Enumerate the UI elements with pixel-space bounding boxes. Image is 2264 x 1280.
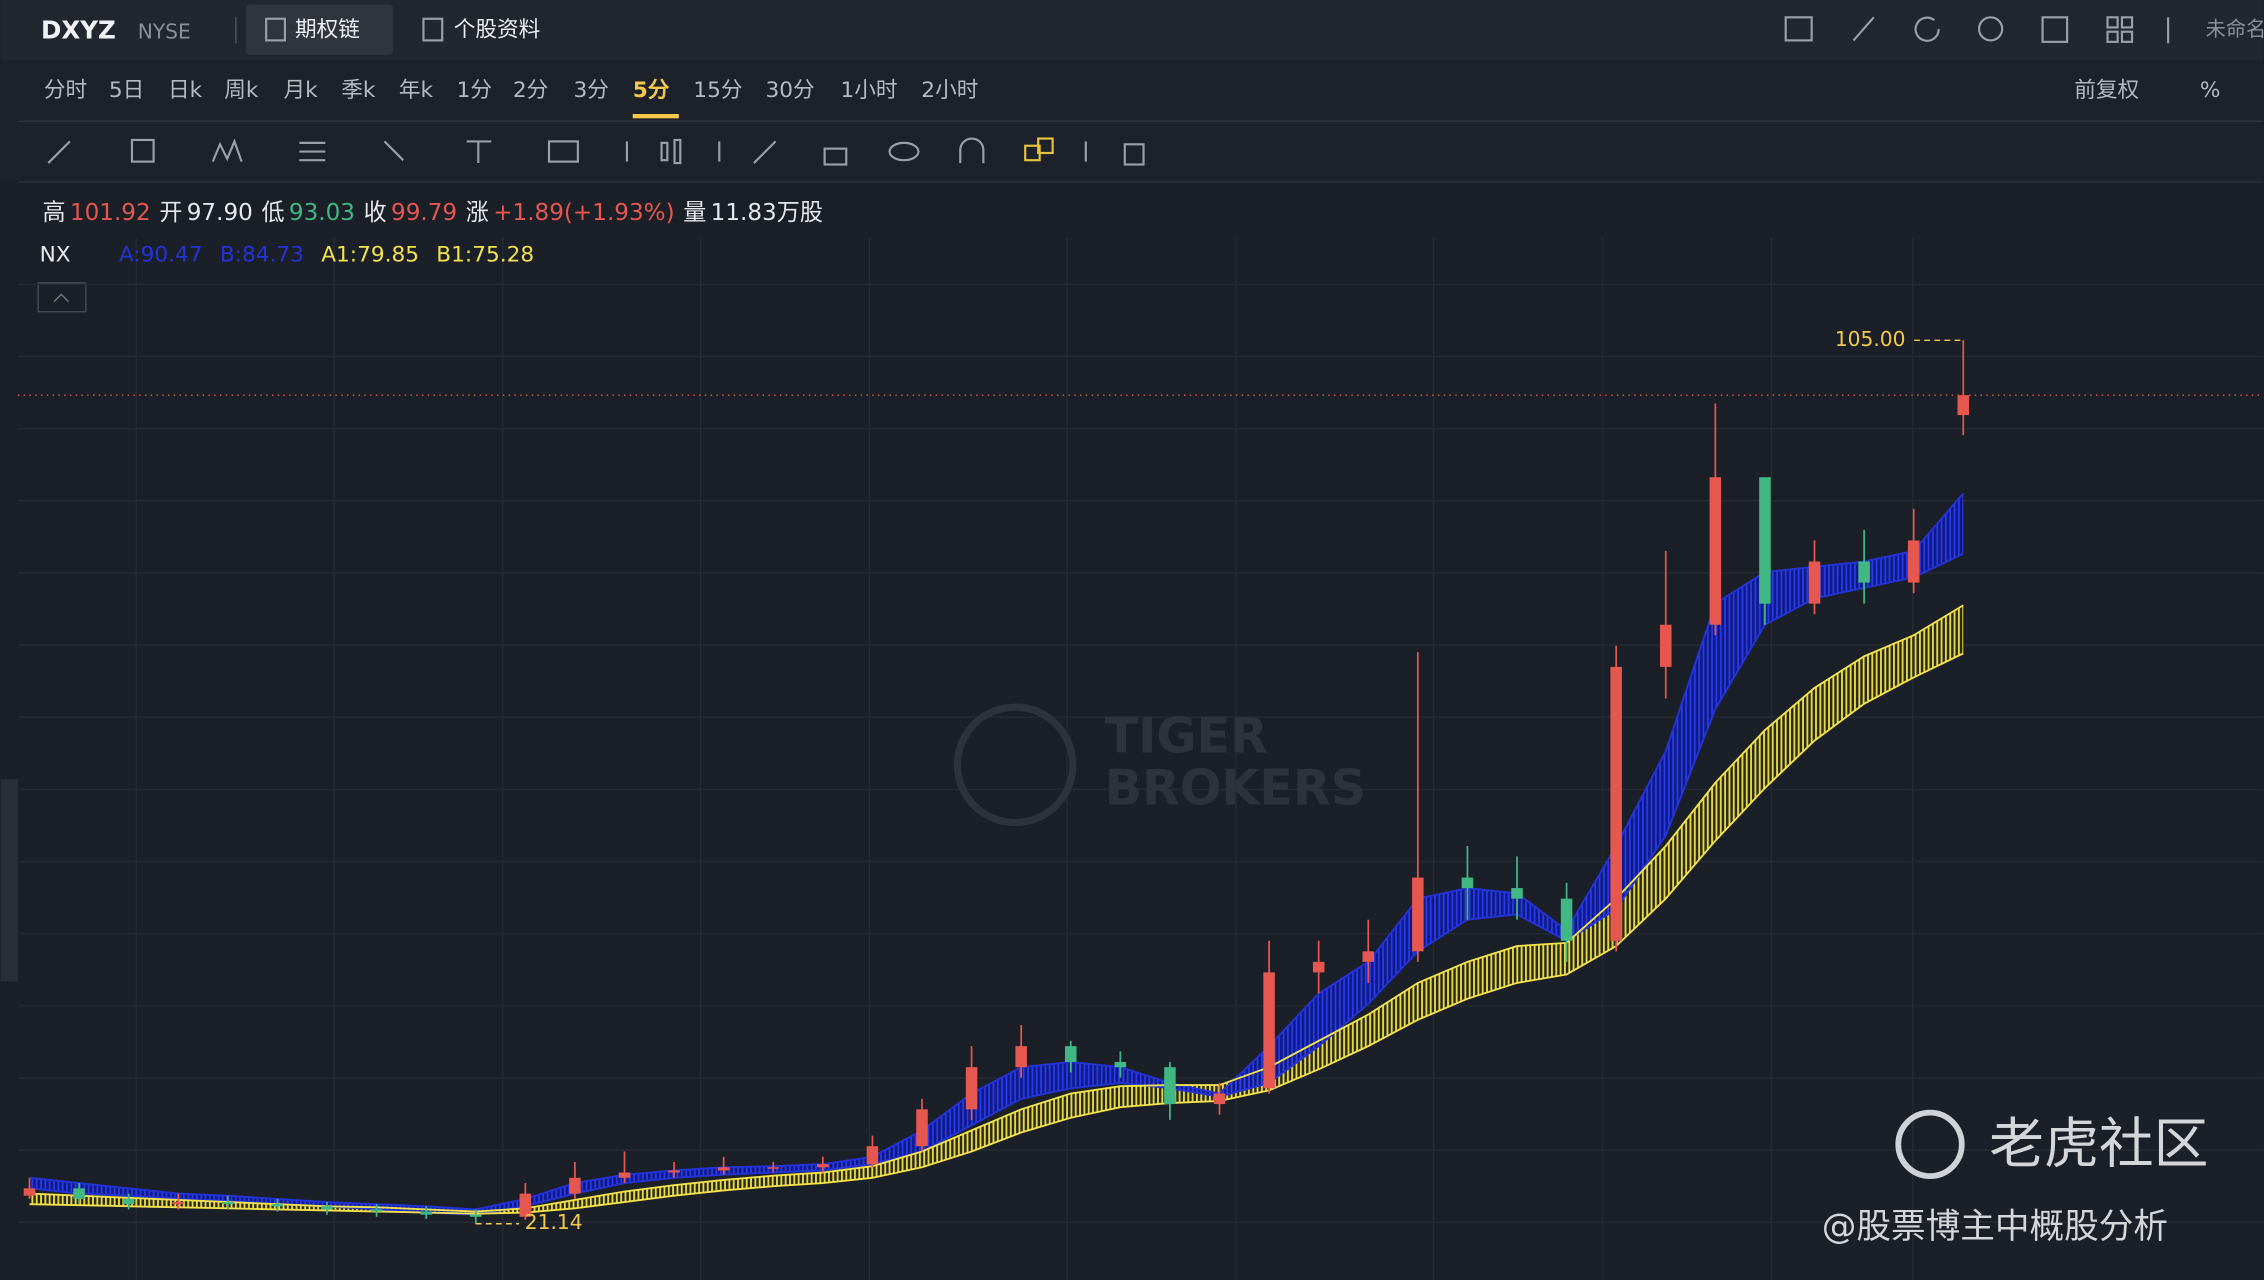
period-tab[interactable]: 2小时: [921, 78, 978, 103]
band-line: [29, 652, 1964, 1215]
percent[interactable]: %: [2200, 78, 2221, 103]
candle-body: [1412, 877, 1424, 952]
period-tab[interactable]: 15分: [693, 78, 742, 103]
band-line: [29, 604, 1964, 1213]
brand-watermark-text: TIGER: [1105, 706, 1268, 764]
period-tab[interactable]: 1小时: [841, 78, 898, 103]
quote-label: 低: [261, 200, 284, 226]
period-tab[interactable]: 年k: [399, 78, 434, 103]
period-tab[interactable]: 季k: [341, 78, 376, 103]
candle-body: [866, 1146, 879, 1165]
candle-body: [172, 1202, 185, 1205]
period-tab[interactable]: 1分: [457, 78, 492, 103]
candle-body: [222, 1202, 234, 1205]
candle-body: [1610, 666, 1622, 941]
candle-body: [519, 1193, 532, 1217]
candle-body: [1709, 477, 1722, 625]
quote-label: 收: [364, 200, 387, 226]
candle-body: [668, 1170, 680, 1173]
quote-value: 99.79: [391, 200, 457, 226]
min-label: 21.14: [525, 1210, 583, 1234]
period-tab[interactable]: 30分: [765, 78, 814, 103]
side-handle[interactable]: [0, 779, 18, 982]
candle-body: [321, 1206, 333, 1210]
period-tab[interactable]: 日k: [168, 78, 203, 103]
collapse-icon: [53, 293, 69, 303]
indicator-name[interactable]: NX: [40, 242, 71, 267]
collapse-button[interactable]: [37, 282, 87, 313]
quote-label: 涨: [466, 200, 489, 226]
candle-body: [1213, 1093, 1226, 1105]
quote-value: 101.92: [70, 200, 151, 226]
candle-body: [469, 1214, 482, 1217]
candle-body: [916, 1109, 928, 1147]
candle-body: [1114, 1061, 1127, 1068]
exchange: NYSE: [138, 20, 191, 44]
quote-value: 93.03: [289, 200, 355, 226]
indicator-value: A:90.47: [119, 242, 203, 267]
candle-body: [1362, 951, 1375, 962]
candle-body: [817, 1164, 829, 1168]
period-tab[interactable]: 2分: [513, 78, 548, 103]
candle-body: [122, 1198, 135, 1205]
adjust[interactable]: 前复权: [2074, 78, 2139, 103]
candle-body: [271, 1204, 284, 1207]
tab[interactable]: 个股资料: [454, 17, 541, 42]
workspace[interactable]: 未命名: [2206, 17, 2264, 41]
tab[interactable]: 期权链: [295, 17, 360, 42]
candle-body: [1560, 898, 1573, 941]
indicator-value: B1:75.28: [436, 242, 534, 267]
band-line: [29, 492, 1964, 1211]
candle-body: [569, 1177, 581, 1194]
candle-body: [420, 1211, 432, 1215]
period-tab[interactable]: 5分: [633, 78, 670, 103]
candle-body: [1164, 1067, 1176, 1105]
quote-value: +1.89(+1.93%): [493, 200, 674, 226]
toolbar-icons[interactable]: [47, 16, 2170, 166]
period-tab[interactable]: 3分: [574, 78, 609, 103]
candle-body: [1511, 888, 1523, 899]
candle-body: [1808, 561, 1821, 604]
community-logo: [1895, 1109, 1965, 1179]
candle-body: [1858, 561, 1870, 583]
candle-body: [1659, 624, 1672, 667]
quote-value: 11.83万股: [711, 200, 823, 226]
indicator-value: B:84.73: [220, 242, 304, 267]
candle-body: [1064, 1046, 1077, 1062]
quote-value: 97.90: [187, 200, 253, 226]
candle-body: [1907, 540, 1920, 583]
ticker: DXYZ: [41, 16, 116, 45]
quote-label: 量: [683, 200, 706, 226]
candle-body: [1263, 972, 1275, 1089]
candle-body: [618, 1172, 631, 1178]
period-underline: [632, 114, 679, 119]
candle-body: [965, 1067, 978, 1110]
candle-body: [1759, 477, 1771, 604]
candle-body: [23, 1188, 36, 1196]
indicator-value: A1:79.85: [321, 242, 419, 267]
candle-body: [370, 1209, 383, 1212]
period-tab[interactable]: 分时: [44, 78, 87, 103]
max-label: 105.00: [1835, 327, 1906, 351]
quote-label: 开: [159, 200, 182, 226]
quote-label: 高: [42, 200, 65, 226]
brand-watermark: [953, 703, 1077, 827]
candle-body: [73, 1188, 85, 1199]
community-watermark: 老虎社区: [1989, 1111, 2208, 1175]
candle-body: [717, 1167, 730, 1171]
period-tab[interactable]: 月k: [283, 78, 318, 103]
brand-watermark-text: BROKERS: [1105, 758, 1366, 816]
candle-body: [1957, 395, 1970, 416]
candle-body: [1015, 1046, 1027, 1068]
candle-body: [767, 1167, 780, 1169]
candle-body: [1461, 877, 1474, 889]
period-tab[interactable]: 5日: [109, 78, 144, 103]
author-watermark: @股票博主中概股分析: [1822, 1207, 2168, 1247]
period-tab[interactable]: 周k: [224, 78, 259, 103]
tab-active-bg[interactable]: [245, 4, 394, 55]
candle-body: [1312, 961, 1325, 973]
band-fill: [29, 605, 1964, 1214]
